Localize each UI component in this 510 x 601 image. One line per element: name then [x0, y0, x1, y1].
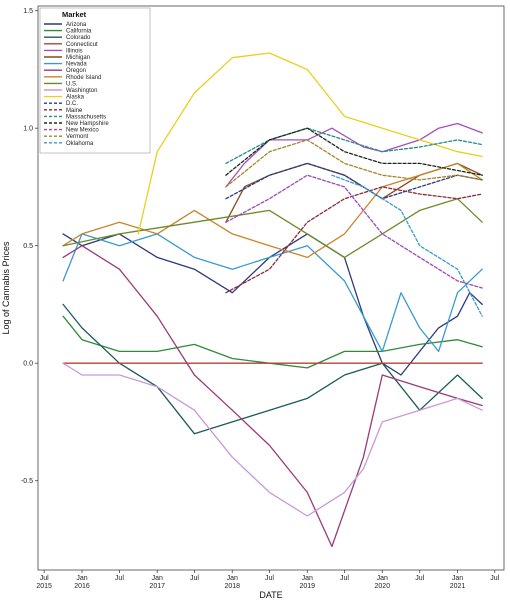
x-tick-label: Jul	[190, 575, 199, 582]
x-tick-label: Jul	[40, 575, 49, 582]
x-tick-year-label: 2019	[299, 583, 315, 590]
series-line-new-mexico	[225, 174, 483, 289]
plot-border	[37, 5, 505, 571]
legend-label: New Hampshire	[66, 121, 109, 127]
series-line-washington	[62, 362, 483, 517]
x-tick-label: Jul	[490, 575, 499, 582]
x-tick-year-label: 2018	[224, 583, 240, 590]
series-line-nevada	[62, 233, 483, 353]
plot-area	[37, 5, 505, 571]
legend-box	[39, 7, 151, 154]
y-axis-ticks: -0.5 0.0 0.5 1.0 1.5	[21, 8, 38, 485]
y-tick-label: 0.5	[23, 243, 33, 250]
x-tick-label: Jul	[115, 575, 124, 582]
legend-items: ArizonaCaliforniaColoradoConnecticutIlli…	[44, 22, 109, 147]
x-tick-year-label: 2021	[450, 583, 466, 590]
legend-label: Washington	[66, 88, 97, 94]
legend-label: Alaska	[66, 95, 85, 101]
x-tick-label: Jan	[302, 575, 313, 582]
series-line-illinois	[225, 122, 483, 188]
x-tick-year-label: 2017	[149, 583, 165, 590]
x-tick-year-label: 2020	[375, 583, 391, 590]
legend-label: Oklahoma	[66, 141, 94, 147]
legend-label: Maine	[66, 108, 83, 114]
series-line-rhode-island	[62, 162, 483, 259]
legend-label: Illinois	[66, 48, 83, 54]
series-lines	[62, 52, 483, 548]
x-tick-label: Jan	[152, 575, 163, 582]
x-tick-year-label: 2015	[36, 583, 52, 590]
legend-label: D.C.	[66, 101, 78, 107]
y-tick-label: 1.0	[23, 126, 33, 133]
x-tick-year-label: 2016	[74, 583, 90, 590]
series-line-new-hampshire	[225, 127, 483, 176]
x-tick-label: Jan	[452, 575, 463, 582]
legend-label: Oregon	[66, 68, 86, 74]
legend-title: Market	[62, 10, 87, 19]
y-tick-label: 1.5	[23, 8, 33, 15]
x-tick-label: Jul	[415, 575, 424, 582]
legend-label: Nevada	[66, 62, 87, 68]
series-line-maine	[225, 186, 483, 294]
legend-label: New Mexico	[66, 128, 99, 134]
x-tick-label: Jul	[340, 575, 349, 582]
x-tick-label: Jan	[76, 575, 87, 582]
legend-label: Colorado	[66, 35, 91, 41]
series-line-vermont	[225, 139, 483, 188]
y-tick-label: 0.0	[23, 361, 33, 368]
x-tick-label: Jan	[227, 575, 238, 582]
legend-label: Connecticut	[66, 42, 98, 48]
legend-label: Rhode Island	[66, 75, 101, 81]
y-axis-title: Log of Cannabis Prices	[1, 241, 11, 335]
legend-label: California	[66, 29, 92, 35]
legend-label: Vermont	[66, 134, 89, 140]
legend: Market ArizonaCaliforniaColoradoConnecti…	[39, 7, 151, 154]
series-line-alaska	[137, 52, 483, 235]
x-tick-label: Jan	[377, 575, 388, 582]
y-tick-label: -0.5	[21, 478, 33, 485]
series-line-u-s	[62, 198, 483, 259]
x-axis-title: DATE	[259, 590, 282, 600]
legend-label: U.S.	[66, 81, 78, 87]
legend-label: Massachusetts	[66, 114, 106, 120]
x-tick-label: Jul	[265, 575, 274, 582]
legend-label: Arizona	[66, 22, 87, 28]
legend-label: Michigan	[66, 55, 90, 61]
series-line-oklahoma	[331, 174, 483, 317]
series-line-oregon	[62, 245, 483, 548]
